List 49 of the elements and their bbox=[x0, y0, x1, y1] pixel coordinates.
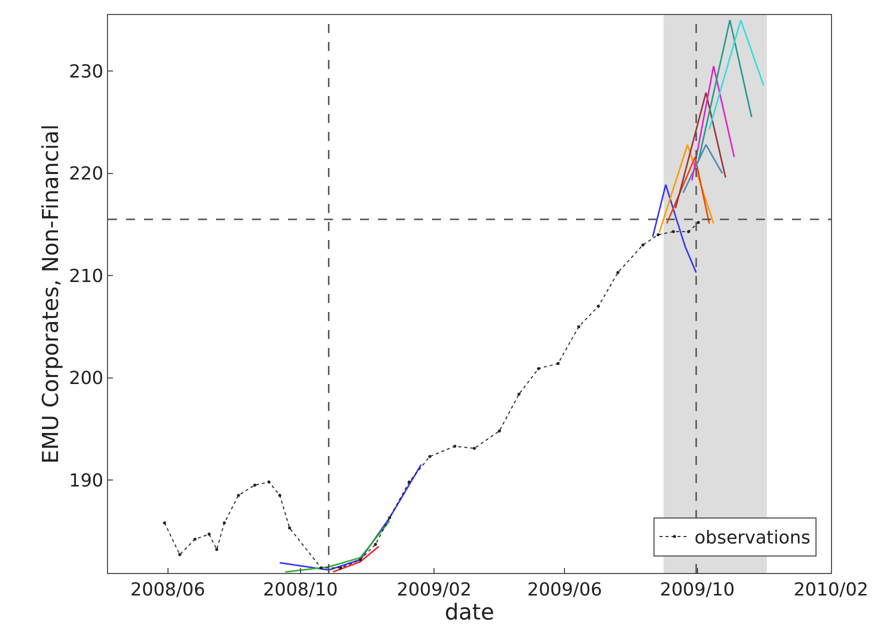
point bbox=[163, 521, 166, 524]
point bbox=[236, 494, 240, 497]
point bbox=[278, 494, 282, 497]
y-tick-label: 230 bbox=[69, 62, 104, 83]
point bbox=[596, 304, 600, 308]
point bbox=[472, 446, 476, 450]
x-tick-label: 2009/06 bbox=[527, 580, 602, 601]
y-tick-label: 200 bbox=[69, 368, 104, 390]
point bbox=[556, 362, 560, 365]
point bbox=[616, 271, 620, 274]
point bbox=[672, 230, 675, 234]
point bbox=[374, 542, 377, 546]
line-series bbox=[284, 520, 390, 573]
y-tick-label: 190 bbox=[69, 470, 104, 492]
point bbox=[453, 444, 456, 448]
line-series bbox=[652, 184, 697, 274]
point bbox=[267, 480, 270, 484]
x-tick-label: 2010/02 bbox=[794, 580, 868, 601]
y-tick-label: 210 bbox=[69, 266, 104, 287]
point bbox=[339, 566, 342, 570]
point bbox=[253, 484, 256, 487]
point bbox=[388, 516, 392, 520]
point bbox=[178, 553, 182, 556]
point bbox=[428, 454, 432, 458]
point bbox=[577, 325, 580, 328]
point bbox=[687, 230, 690, 234]
legend-label: observations bbox=[694, 527, 810, 548]
point bbox=[696, 220, 700, 224]
line-series bbox=[279, 464, 422, 571]
x-tick-label: 2008/10 bbox=[263, 580, 338, 601]
point bbox=[193, 538, 196, 541]
point bbox=[215, 548, 218, 551]
point bbox=[408, 480, 411, 484]
point bbox=[641, 243, 644, 246]
y-axis-title: EMU Corporates, Non-Financial bbox=[38, 124, 64, 464]
point bbox=[656, 233, 660, 236]
x-tick-label: 2009/02 bbox=[396, 580, 472, 601]
point bbox=[222, 521, 226, 524]
point bbox=[498, 429, 501, 432]
y-tick-label: 220 bbox=[69, 164, 104, 185]
point bbox=[517, 392, 520, 396]
point bbox=[208, 532, 211, 536]
point bbox=[320, 566, 323, 570]
x-tick-label: 2009/10 bbox=[660, 580, 735, 601]
point bbox=[288, 526, 292, 530]
x-axis-title: date bbox=[444, 600, 494, 626]
point bbox=[358, 558, 362, 562]
x-tick-label: 2008/06 bbox=[130, 580, 206, 601]
point bbox=[537, 367, 540, 370]
